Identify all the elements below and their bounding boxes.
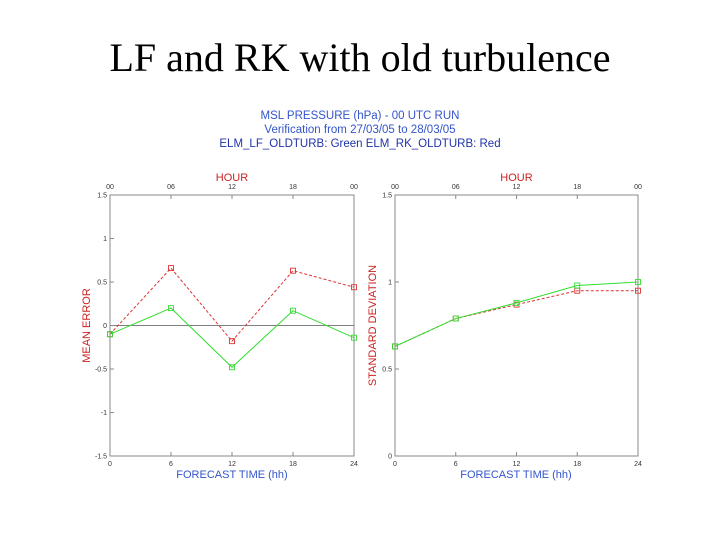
mean-error-series-elm-rk-oldturb-point [229,338,235,345]
mean-error-top-tick-label: 12 [228,184,236,191]
std-dev-y-tick-label: 0 [388,454,392,461]
mean-error-top-tick-label: 00 [106,184,114,191]
mean-error-x-tick-label: 0 [108,461,112,468]
chart-header-legend: ELM_LF_OLDTURB: Green ELM_RK_OLDTURB: Re… [219,138,501,150]
mean-error-y-tick-label: -1 [101,410,107,417]
mean-error-top-tick-label: 06 [167,184,175,191]
mean-error-y-axis-title: MEAN ERROR [81,288,93,363]
std-dev-series-elm-lf-oldturb-point [635,279,641,285]
mean-error-series-elm-lf-oldturb-point [107,331,113,338]
mean-error-y-tick-label: 0 [103,323,107,330]
mean-error-y-tick-label: 0.5 [97,280,107,287]
mean-error-series-elm-lf-oldturb-point [290,307,296,314]
std-dev-frame [394,194,639,457]
mean-error-panel: 000606121218182400HOUR1.510.50-0.5-1-1.5… [81,172,358,481]
chart-header-verification: Verification from 27/03/05 to 28/03/05 [264,124,456,136]
mean-error-top-tick-label: 00 [350,184,358,191]
mean-error-x-tick-label: 18 [289,461,297,468]
mean-error-series-elm-lf-oldturb-point [351,334,357,341]
mean-error-y-tick-label: 1 [103,236,107,243]
std-dev-top-axis-label: HOUR [500,172,532,184]
mean-error-series-elm-rk-oldturb-point [168,265,174,272]
mean-error-series-elm-rk-oldturb-line [109,267,355,342]
std-dev-top-tick-label: 06 [452,184,460,191]
std-dev-y-tick-label: 1 [388,280,392,287]
mean-error-x-axis-title: FORECAST TIME (hh) [176,469,287,481]
mean-error-y-tick-label: 1.5 [97,193,107,200]
std-dev-top-tick-label: 00 [634,184,642,191]
std-dev-y-axis-title: STANDARD DEVIATION [367,265,379,386]
std-dev-series-elm-lf-oldturb-line [394,281,639,347]
mean-error-series-elm-lf-oldturb-point [229,364,235,371]
std-dev-x-axis-title: FORECAST TIME (hh) [460,469,571,481]
mean-error-x-tick-label: 24 [350,461,358,468]
std-dev-series-elm-lf-oldturb-point [574,282,581,289]
std-dev-x-tick-label: 0 [393,461,397,468]
std-dev-x-tick-label: 12 [513,461,521,468]
mean-error-series-elm-rk-oldturb-point [290,267,296,274]
mean-error-y-tick-label: -0.5 [95,367,107,374]
chart-header-title: MSL PRESSURE (hPa) - 00 UTC RUN [260,110,460,122]
mean-error-x-tick-label: 12 [228,461,236,468]
mean-error-series-elm-rk-oldturb-point [351,284,357,291]
std-dev-series-elm-lf-oldturb-point [392,343,398,350]
mean-error-y-tick-label: -1.5 [95,454,107,461]
std-dev-y-tick-label: 1.5 [382,193,392,200]
mean-error-top-axis-label: HOUR [216,172,248,184]
mean-error-top-tick-label: 18 [289,184,297,191]
mean-error-series-elm-lf-oldturb-point [168,305,174,312]
std-dev-top-tick-label: 12 [513,184,521,191]
std-dev-top-tick-label: 18 [573,184,581,191]
std-dev-y-tick-label: 0.5 [382,367,392,374]
mean-error-x-tick-label: 6 [169,461,173,468]
std-dev-x-tick-label: 24 [634,461,642,468]
slide-title: LF and RK with old turbulence [109,35,611,80]
std-dev-series-elm-rk-oldturb-point [635,287,641,294]
std-dev-top-tick-label: 00 [391,184,399,191]
std-dev-series-elm-rk-oldturb-line [394,290,638,347]
mean-error-series-elm-lf-oldturb-line [109,307,355,368]
std-dev-series-elm-lf-oldturb-point [452,315,459,322]
std-dev-x-tick-label: 18 [573,461,581,468]
std-dev-x-tick-label: 6 [454,461,458,468]
std-dev-series-elm-lf-oldturb-point [513,299,520,306]
